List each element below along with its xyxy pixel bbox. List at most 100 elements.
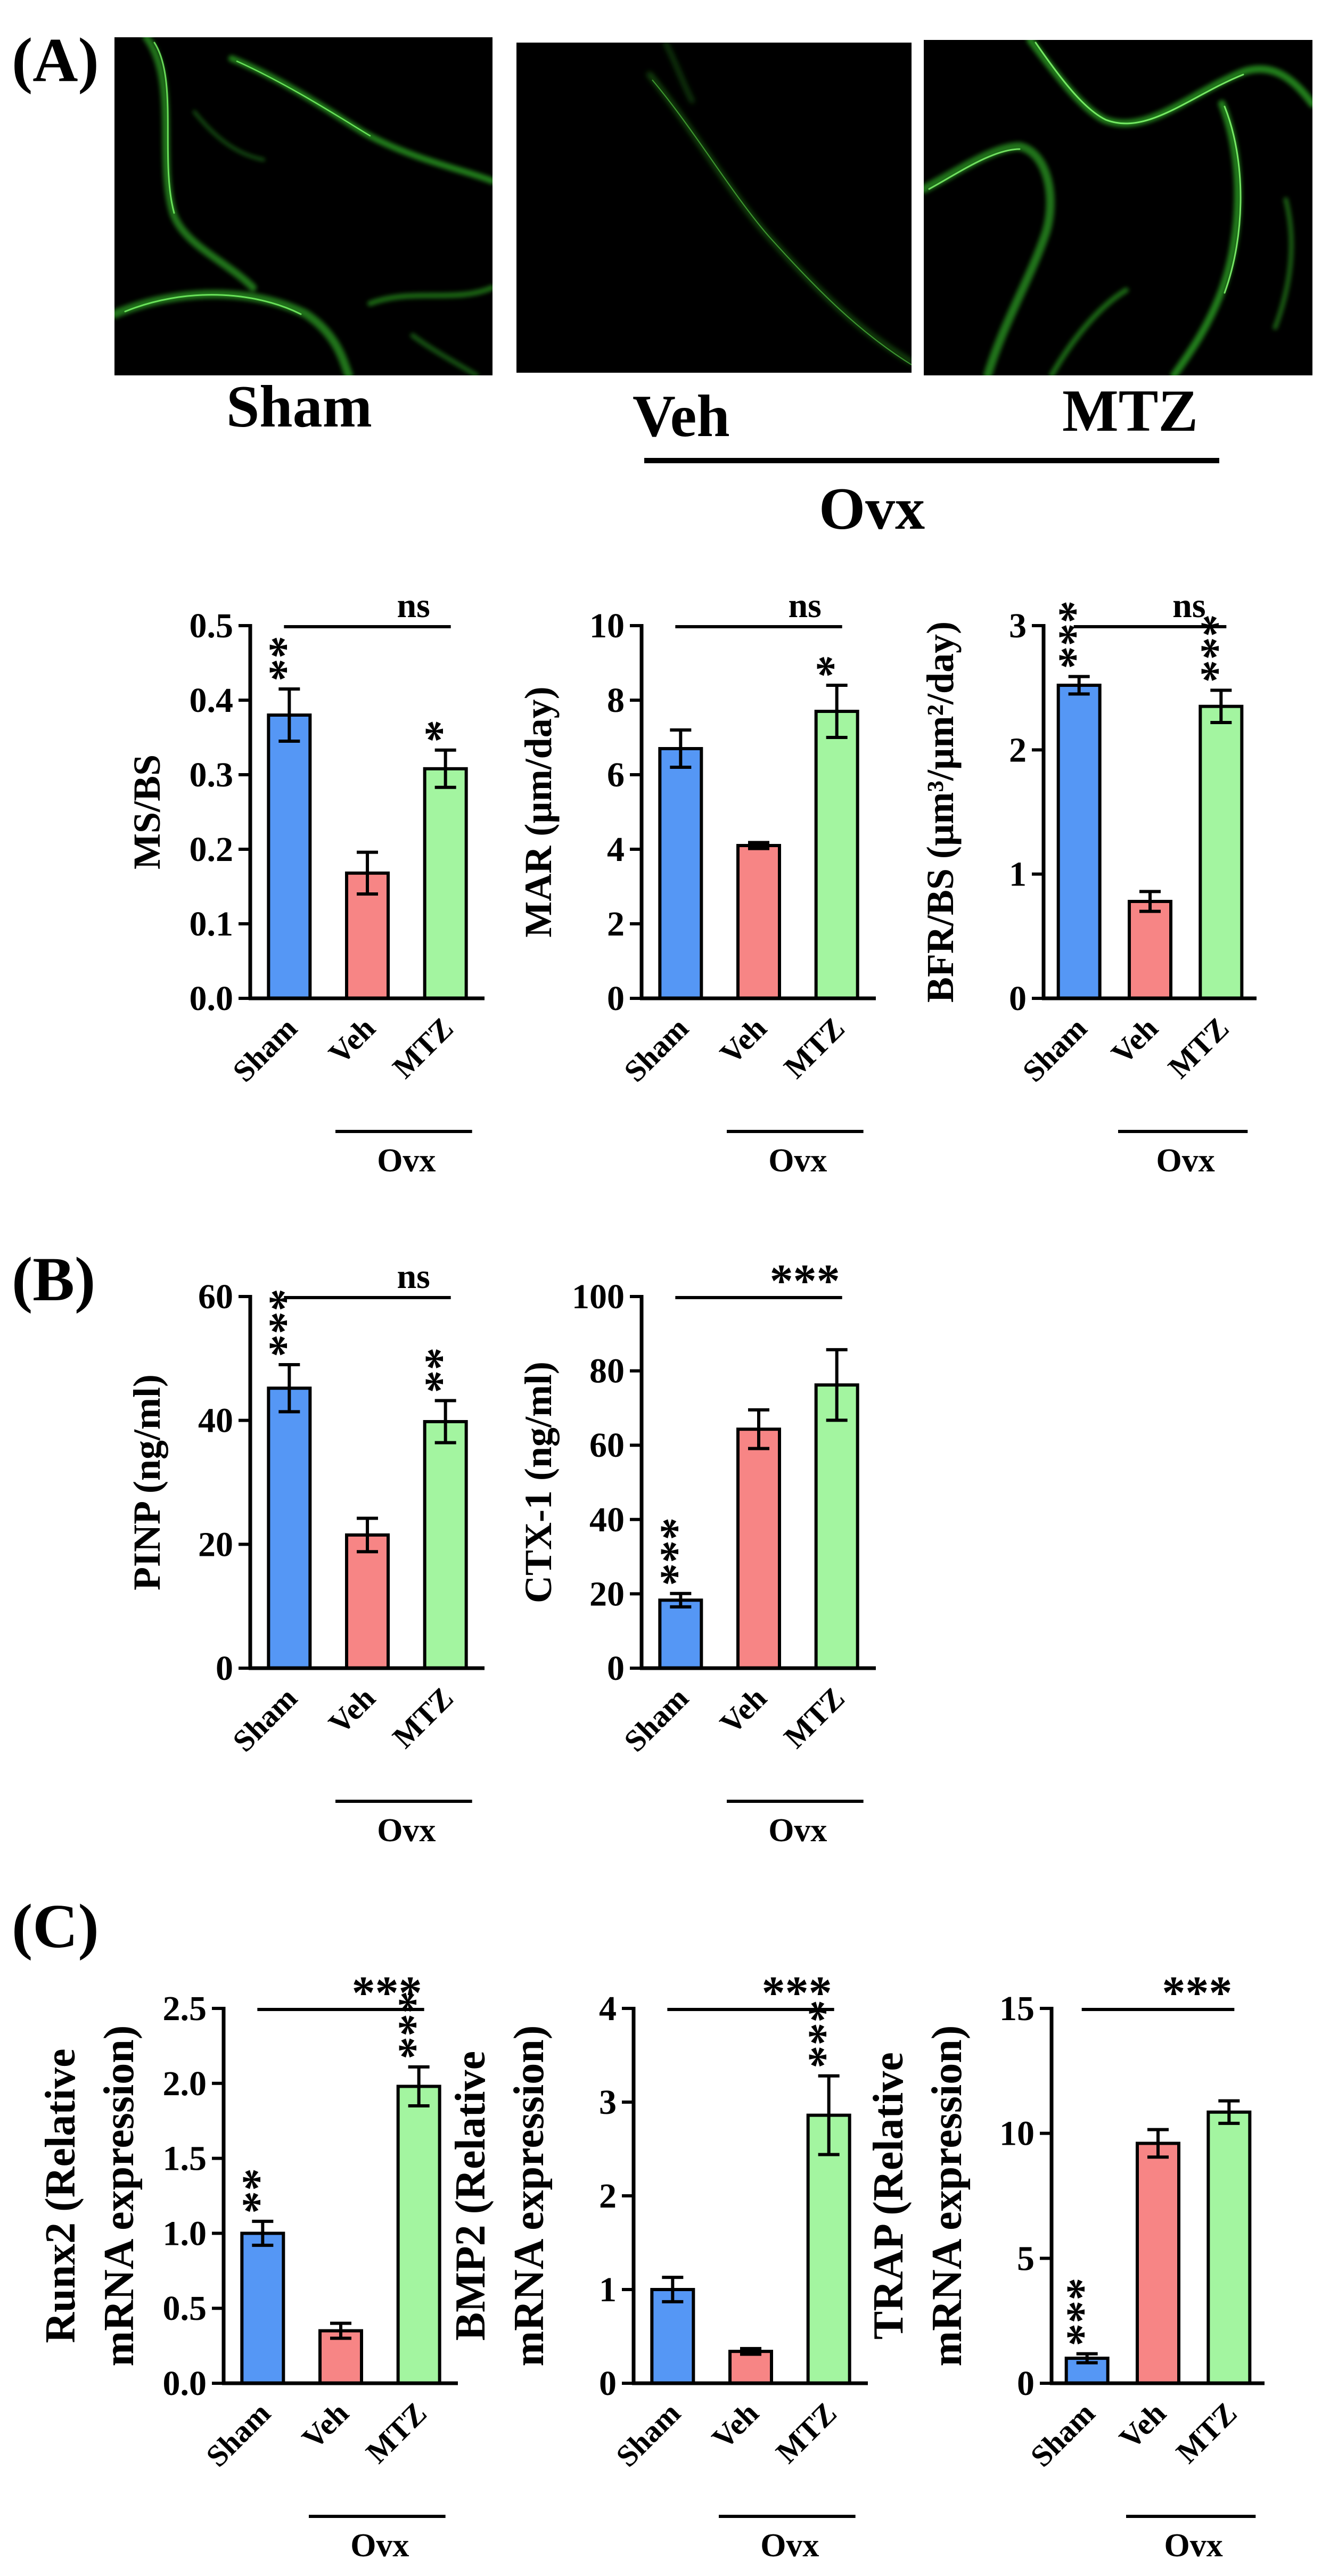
error-bar-sham	[670, 1591, 692, 1609]
panel-label-c: (C)	[12, 1891, 99, 1961]
y-tick-label: 1.0	[163, 2214, 207, 2253]
x-tick-label-mtz: MTZ	[1169, 2395, 1243, 2470]
error-bar-veh	[357, 1516, 378, 1554]
bar-mtz	[1206, 2110, 1252, 2385]
group-label: Ovx	[1156, 1143, 1215, 1179]
y-axis-label: PINP (ng/ml)	[126, 1374, 168, 1590]
error-bar-mtz	[408, 2065, 430, 2108]
bar-sham	[267, 713, 312, 1000]
error-bar-sham	[252, 2219, 274, 2247]
bar-mtz	[423, 1420, 468, 1670]
group-label: Ovx	[377, 1812, 436, 1849]
bar-mtz	[1199, 704, 1244, 1000]
error-bar-veh	[1139, 890, 1161, 913]
y-axis-label: MAR (µm/day)	[517, 686, 560, 937]
comparison-label: ns	[397, 1257, 430, 1296]
y-tick-label: 6	[607, 756, 625, 794]
image-label-mtz: MTZ	[1062, 378, 1199, 444]
error-bar-mtz	[826, 1348, 848, 1422]
error-bar-mtz	[434, 748, 456, 789]
comparison-label: ns	[1172, 586, 1205, 625]
ovx-group-line	[644, 458, 1219, 463]
y-tick-label: 10	[999, 2114, 1035, 2153]
bar-veh	[1136, 2142, 1180, 2385]
y-axis-label: CTX-1 (ng/ml)	[517, 1361, 560, 1603]
significance-stars-sham: ***	[1049, 601, 1100, 669]
y-tick-label: 3	[599, 2083, 617, 2122]
y-tick-label: 60	[589, 1426, 625, 1465]
y-tick-label: 0.5	[163, 2289, 207, 2328]
y-tick-label: 8	[607, 681, 625, 720]
error-bar-mtz	[826, 684, 848, 739]
y-tick-label: 5	[1017, 2239, 1035, 2278]
significance-stars-mtz: *	[415, 720, 466, 743]
significance-stars-mtz: *	[807, 655, 858, 678]
significance-stars-sham: **	[259, 636, 310, 682]
y-tick-label: 4	[599, 1989, 617, 2028]
comparison-label: ***	[762, 1967, 832, 2019]
y-tick-label: 20	[198, 1525, 233, 1564]
y-axis-label-line: BMP2 (Relative	[447, 2051, 494, 2341]
group-label: Ovx	[768, 1143, 827, 1179]
y-axis-label-line: mRNA expression)	[506, 2025, 553, 2367]
y-tick-label: 2	[607, 905, 625, 944]
y-tick-label: 20	[589, 1574, 625, 1613]
y-tick-label: 0.0	[163, 2364, 207, 2403]
y-tick-label: 3	[1009, 606, 1027, 645]
y-tick-label: 0	[599, 2364, 617, 2403]
y-tick-label: 0.5	[190, 606, 234, 645]
error-bar-mtz	[818, 2074, 840, 2156]
group-label: Ovx	[1164, 2528, 1223, 2564]
error-bar-mtz	[1210, 688, 1232, 724]
y-tick-label: 0	[1009, 979, 1027, 1018]
y-tick-label: 40	[589, 1500, 625, 1539]
error-bar-veh	[1147, 2128, 1169, 2159]
y-axis-label-line: mRNA expression)	[96, 2025, 143, 2367]
y-tick-label: 2.0	[163, 2064, 207, 2103]
significance-stars-mtz: ***	[1191, 614, 1242, 683]
group-label: Ovx	[768, 1812, 827, 1849]
x-tick-label-sham: Sham	[1024, 2395, 1102, 2473]
y-tick-label: 1.5	[163, 2139, 207, 2178]
error-bar-veh	[740, 2347, 761, 2356]
error-bar-mtz	[434, 1399, 456, 1445]
y-tick-label: 0.4	[190, 681, 234, 720]
error-bar-veh	[357, 850, 378, 896]
comparison-label: ***	[1162, 1967, 1232, 2019]
y-tick-label: 0.2	[190, 830, 234, 869]
bar-mtz	[396, 2085, 441, 2385]
group-label: Ovx	[350, 2528, 409, 2564]
error-bar-veh	[748, 1408, 769, 1450]
y-tick-label: 1	[1009, 855, 1027, 894]
y-tick-label: 0.0	[190, 979, 234, 1018]
y-tick-label: 100	[572, 1277, 625, 1316]
significance-stars-sham: ***	[259, 1289, 310, 1357]
error-bar-veh	[330, 2321, 351, 2340]
y-axis-label-line: mRNA expression)	[924, 2025, 971, 2367]
significance-stars-sham: **	[232, 2168, 283, 2214]
y-tick-label: 1	[599, 2270, 617, 2309]
y-tick-label: 0	[216, 1649, 233, 1688]
error-bar-sham	[670, 728, 692, 769]
error-bar-sham	[278, 687, 300, 743]
comparison-label: ns	[788, 586, 821, 625]
y-axis-label-line: TRAP (Relative	[865, 2052, 912, 2340]
error-bar-sham	[1068, 675, 1090, 696]
y-axis-label: BFR/BS (µm³/µm²/day)	[919, 621, 962, 1003]
y-tick-label: 15	[999, 1989, 1035, 2028]
error-bar-veh	[748, 841, 769, 850]
y-tick-label: 40	[198, 1401, 233, 1440]
y-tick-label: 2	[1009, 731, 1027, 769]
significance-stars-mtz: ***	[389, 1991, 440, 2060]
y-tick-label: 80	[589, 1352, 625, 1391]
y-axis-label: MS/BS	[126, 754, 168, 869]
error-bar-sham	[662, 2276, 684, 2303]
comparison-label: ***	[770, 1256, 840, 1307]
image-label-sham: Sham	[226, 374, 372, 440]
